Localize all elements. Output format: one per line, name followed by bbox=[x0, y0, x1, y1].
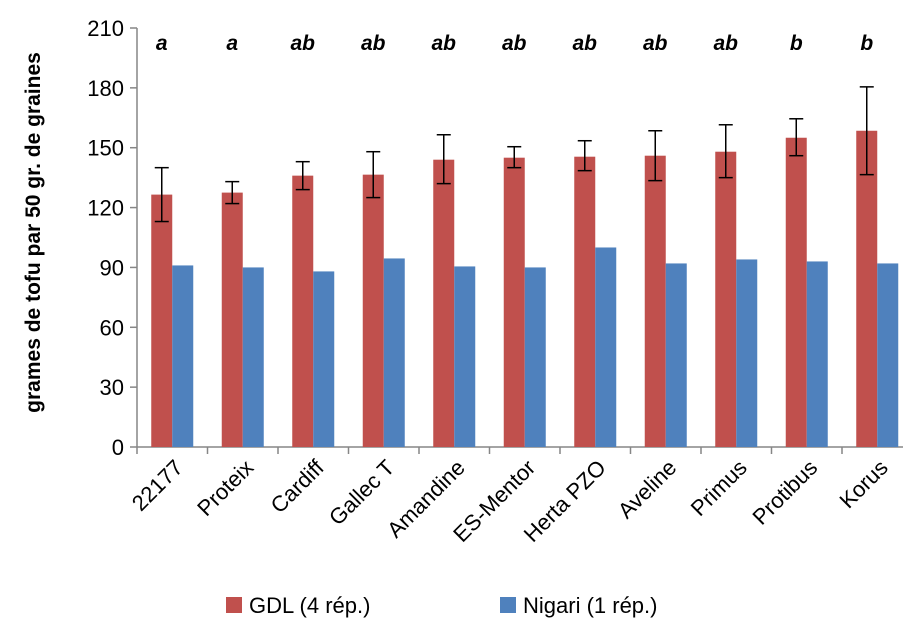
error-bar-gdl bbox=[648, 130, 663, 182]
y-tick-label: 180 bbox=[87, 76, 124, 101]
error-bar-gdl bbox=[436, 133, 451, 185]
group-letter: b bbox=[790, 32, 803, 55]
error-bar-gdl bbox=[718, 124, 733, 179]
group-letter: ab bbox=[361, 32, 386, 55]
x-tick-label: Korus bbox=[834, 455, 892, 513]
y-tick-label: 150 bbox=[87, 136, 124, 161]
group-letter: ab bbox=[502, 32, 527, 55]
bar-gdl bbox=[856, 130, 878, 447]
bar-nigari bbox=[665, 263, 687, 447]
bar-nigari bbox=[524, 267, 546, 447]
bar-gdl bbox=[292, 175, 314, 447]
group-letter: ab bbox=[713, 32, 738, 55]
x-tick-label: Cardiff bbox=[266, 454, 330, 518]
legend-swatch-nigari bbox=[500, 597, 516, 613]
bar-nigari bbox=[806, 261, 828, 447]
error-bar-gdl bbox=[295, 160, 310, 191]
bar-nigari bbox=[877, 263, 899, 447]
bar-nigari bbox=[172, 265, 194, 447]
bar-nigari bbox=[736, 259, 758, 447]
error-bar-gdl bbox=[789, 118, 804, 157]
group-letter: a bbox=[156, 32, 168, 55]
error-bar-gdl bbox=[366, 150, 381, 199]
error-bar-gdl bbox=[507, 145, 522, 169]
bar-nigari bbox=[242, 267, 264, 447]
x-tick-label: Aveline bbox=[613, 455, 681, 523]
x-tick-label: Primus bbox=[686, 455, 752, 521]
y-tick-label: 210 bbox=[87, 16, 124, 41]
error-bars bbox=[154, 86, 874, 223]
legend-label-gdl: GDL (4 rép.) bbox=[249, 593, 370, 618]
legend-label-nigari: Nigari (1 rép.) bbox=[523, 593, 657, 618]
error-bar-gdl bbox=[154, 166, 169, 223]
y-tick-label: 60 bbox=[100, 315, 124, 340]
group-letter: ab bbox=[572, 32, 597, 55]
error-bar-gdl bbox=[859, 86, 874, 176]
group-letter: ab bbox=[290, 32, 315, 55]
error-bar-gdl bbox=[577, 139, 592, 172]
group-letters: a a ab ab ab ab ab ab ab b b bbox=[156, 32, 873, 55]
group-letter: b bbox=[860, 32, 873, 55]
group-letter: a bbox=[226, 32, 238, 55]
bar-gdl bbox=[433, 159, 455, 447]
bar-nigari bbox=[595, 247, 617, 447]
bar-gdl bbox=[785, 137, 807, 447]
bar-nigari bbox=[313, 271, 335, 447]
bar-nigari bbox=[383, 258, 405, 447]
legend-swatch-gdl bbox=[226, 597, 242, 613]
y-tick-label: 0 bbox=[112, 435, 124, 460]
error-bar-gdl bbox=[225, 180, 240, 205]
x-tick-label: Protibus bbox=[748, 455, 823, 530]
bar-gdl bbox=[151, 194, 173, 447]
bar-gdl bbox=[503, 157, 525, 447]
bar-nigari bbox=[454, 266, 476, 447]
bar-gdl bbox=[644, 155, 666, 447]
bar-gdl bbox=[574, 156, 596, 447]
group-letter: ab bbox=[431, 32, 456, 55]
bar-gdl bbox=[362, 174, 384, 447]
bar-gdl bbox=[715, 151, 737, 447]
bars bbox=[151, 130, 899, 447]
bar-gdl bbox=[221, 192, 243, 447]
y-axis: 0 30 60 90 120 150 180 210 bbox=[87, 16, 138, 460]
x-tick-label: 22177 bbox=[127, 455, 188, 516]
legend: GDL (4 rép.) Nigari (1 rép.) bbox=[226, 593, 657, 618]
group-letter: ab bbox=[643, 32, 668, 55]
y-tick-label: 90 bbox=[100, 255, 124, 280]
y-tick-label: 120 bbox=[87, 196, 124, 221]
y-tick-label: 30 bbox=[100, 375, 124, 400]
y-axis-label: grames de tofu par 50 gr. de graines bbox=[22, 52, 45, 413]
x-tick-label: Proteix bbox=[192, 455, 258, 521]
